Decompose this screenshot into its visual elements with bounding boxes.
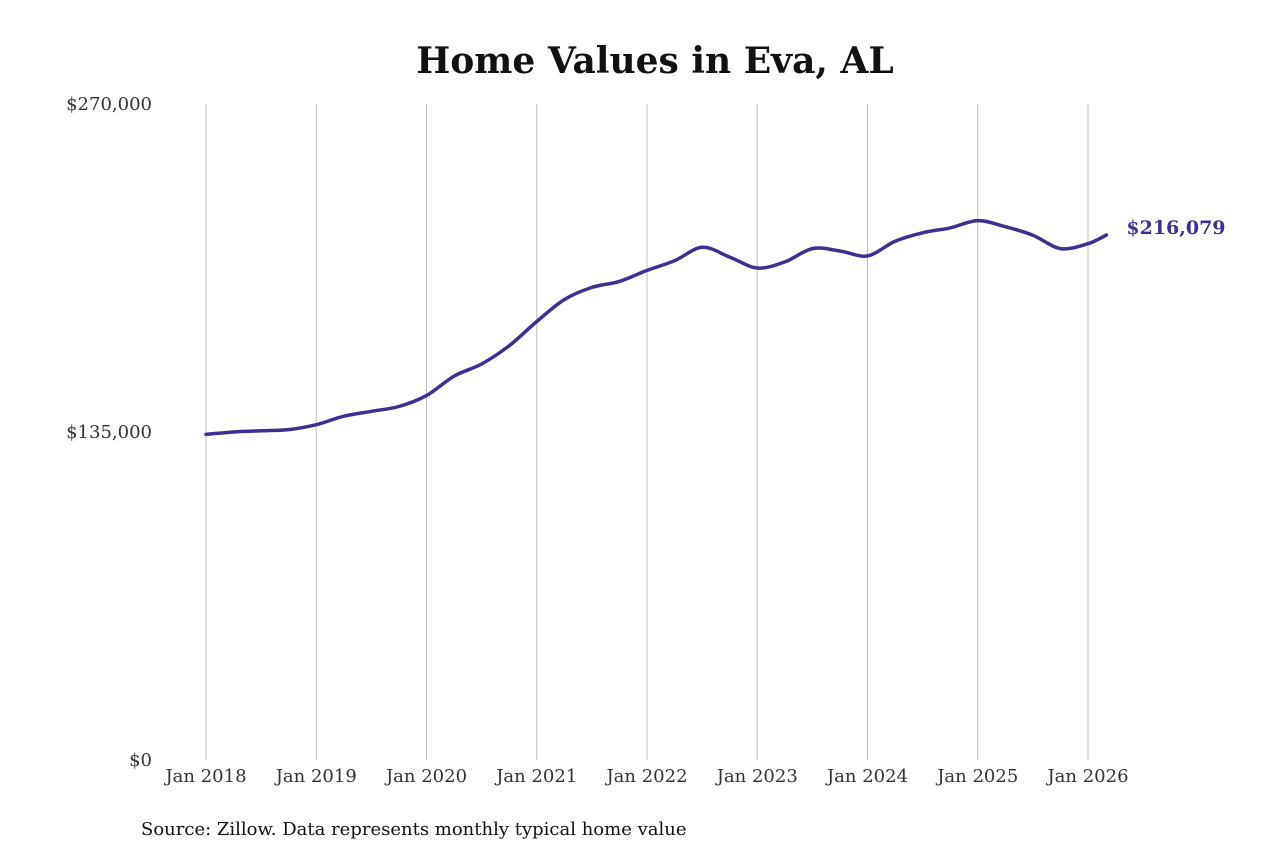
x-tick-label: Jan 2022	[604, 766, 687, 787]
y-tick-label: $0	[129, 750, 152, 771]
x-tick-label: Jan 2020	[384, 766, 467, 787]
y-tick-label: $135,000	[66, 422, 152, 443]
chart-title: Home Values in Eva, AL	[416, 40, 893, 82]
x-tick-label: Jan 2024	[825, 766, 908, 787]
x-tick-label: Jan 2018	[163, 766, 246, 787]
x-tick-label: Jan 2019	[274, 766, 357, 787]
home-value-series-line	[204, 218, 1109, 437]
x-axis-ticks: Jan 2018 Jan 2019 Jan 2020 Jan 2021 Jan 2022…	[163, 766, 1128, 787]
x-tick-label: Jan 2025	[935, 766, 1018, 787]
y-axis-ticks: $270,000 $135,000 $0	[66, 94, 152, 771]
x-tick-label: Jan 2021	[494, 766, 577, 787]
latest-value-label: $216,079	[1126, 217, 1225, 239]
x-gridlines	[205, 104, 1089, 760]
x-tick-label: Jan 2023	[715, 766, 798, 787]
x-tick-label: Jan 2026	[1045, 766, 1128, 787]
source-note: Source: Zillow. Data represents monthly …	[141, 819, 687, 840]
y-tick-label: $270,000	[66, 94, 152, 115]
